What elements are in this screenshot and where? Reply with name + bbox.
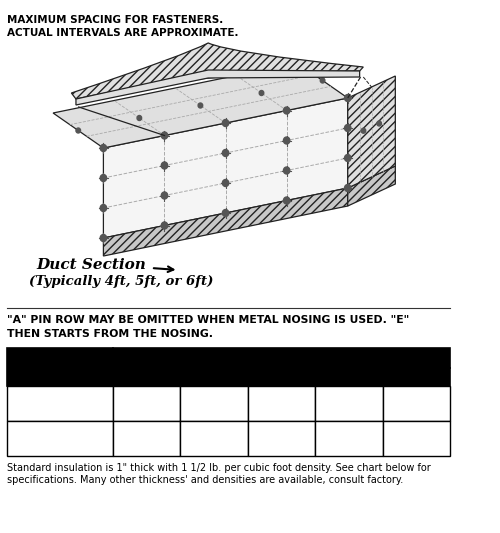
Circle shape — [162, 162, 168, 169]
Circle shape — [100, 174, 106, 182]
Bar — [8, 421, 113, 456]
Circle shape — [222, 180, 229, 187]
Bar — [315, 421, 382, 456]
Bar — [315, 386, 382, 421]
Text: (Typically 4ft, 5ft, or 6ft): (Typically 4ft, 5ft, or 6ft) — [30, 275, 214, 288]
Polygon shape — [76, 70, 360, 105]
Polygon shape — [104, 98, 348, 238]
Bar — [180, 386, 248, 421]
Text: 18": 18" — [406, 397, 427, 410]
Text: specifications. Many other thickness' and densities are available, consult facto: specifications. Many other thickness' an… — [8, 475, 404, 485]
Circle shape — [361, 128, 366, 133]
Circle shape — [344, 94, 351, 101]
Circle shape — [162, 192, 168, 199]
Bar — [180, 368, 248, 386]
Circle shape — [284, 167, 290, 174]
Text: THEN STARTS FROM THE NOSING.: THEN STARTS FROM THE NOSING. — [8, 329, 214, 339]
Bar — [112, 421, 180, 456]
Text: 6": 6" — [207, 432, 220, 445]
Polygon shape — [348, 166, 396, 206]
Bar — [382, 421, 450, 456]
Text: 6": 6" — [342, 397, 356, 410]
Text: ACTUAL INTERVALS ARE APPROXIMATE.: ACTUAL INTERVALS ARE APPROXIMATE. — [8, 28, 239, 38]
Circle shape — [222, 119, 229, 126]
Text: 0 — 2500 FPM: 0 — 2500 FPM — [14, 397, 98, 410]
Bar — [112, 386, 180, 421]
Text: "A" PIN ROW MAY BE OMITTED WHEN METAL NOSING IS USED. "E": "A" PIN ROW MAY BE OMITTED WHEN METAL NO… — [8, 315, 409, 325]
Text: 3": 3" — [140, 432, 153, 445]
Circle shape — [162, 132, 168, 139]
PathPatch shape — [72, 43, 364, 99]
Circle shape — [100, 235, 106, 241]
Bar — [248, 386, 315, 421]
Circle shape — [137, 116, 141, 120]
Bar — [248, 421, 315, 456]
Text: 2501 — 6000 FPM: 2501 — 6000 FPM — [14, 432, 120, 445]
Circle shape — [162, 222, 168, 229]
Text: Dimensions: Dimensions — [245, 351, 318, 365]
Bar — [8, 348, 113, 386]
Circle shape — [344, 184, 351, 191]
Polygon shape — [348, 76, 396, 188]
Text: E: E — [412, 370, 420, 384]
Circle shape — [284, 197, 290, 204]
Circle shape — [222, 149, 229, 157]
Circle shape — [198, 103, 202, 108]
Text: C: C — [277, 370, 286, 384]
Text: 4": 4" — [274, 397, 288, 410]
Circle shape — [344, 155, 351, 161]
Bar — [382, 368, 450, 386]
Text: D: D — [344, 370, 354, 384]
Polygon shape — [53, 63, 348, 148]
Polygon shape — [104, 188, 348, 256]
Text: 16": 16" — [406, 432, 427, 445]
Circle shape — [76, 128, 80, 133]
Circle shape — [284, 107, 290, 114]
Text: Standard insulation is 1" thick with 1 1/2 lb. per cubic foot density. See chart: Standard insulation is 1" thick with 1 1… — [8, 463, 431, 473]
Bar — [315, 368, 382, 386]
Bar — [112, 368, 180, 386]
Text: B: B — [209, 370, 218, 384]
Text: Velocity*: Velocity* — [32, 360, 88, 374]
Text: 6": 6" — [342, 432, 356, 445]
Circle shape — [284, 137, 290, 144]
Bar — [112, 348, 450, 368]
Bar — [180, 421, 248, 456]
Bar — [382, 386, 450, 421]
Text: A: A — [142, 370, 151, 384]
Text: MAXIMUM SPACING FOR FASTENERS.: MAXIMUM SPACING FOR FASTENERS. — [8, 15, 224, 25]
Circle shape — [100, 144, 106, 151]
Bar — [8, 386, 113, 421]
Circle shape — [222, 209, 229, 216]
Circle shape — [259, 91, 264, 95]
Text: 12": 12" — [203, 397, 224, 410]
Circle shape — [100, 205, 106, 212]
Circle shape — [377, 121, 382, 126]
Circle shape — [344, 125, 351, 132]
Text: 4": 4" — [274, 432, 288, 445]
Circle shape — [320, 78, 325, 83]
Text: Duct Section: Duct Section — [36, 258, 146, 272]
Bar — [248, 368, 315, 386]
Text: 3": 3" — [140, 397, 153, 410]
